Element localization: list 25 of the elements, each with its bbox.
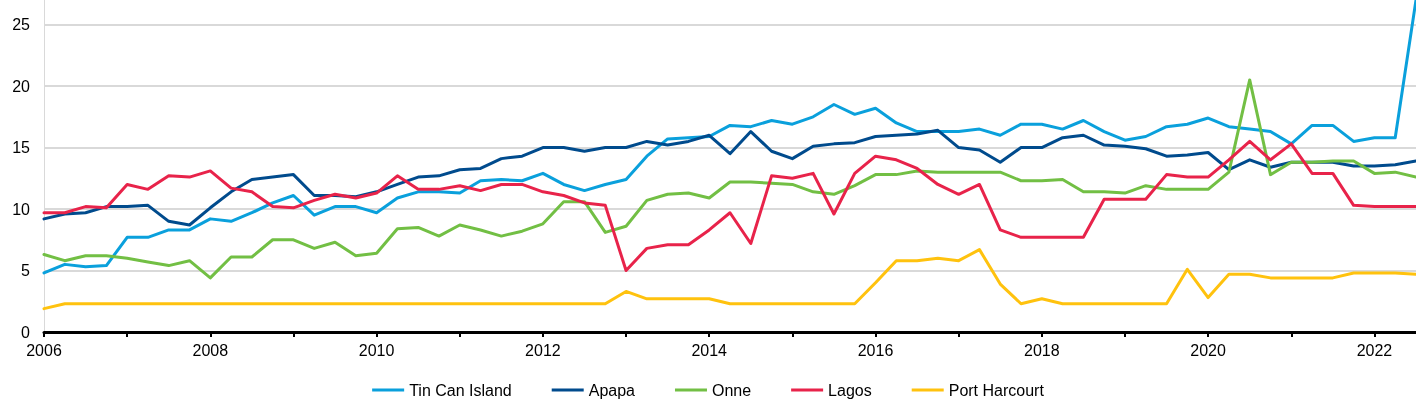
line-series: [42, 139, 1416, 273]
x-tick-label: 2022: [1356, 341, 1393, 359]
line-series: [42, 78, 1416, 280]
y-tick-label: 0: [21, 323, 31, 341]
legend-label: Onne: [711, 381, 752, 399]
y-tick-label: 20: [12, 77, 31, 95]
y-tick-label: 5: [21, 262, 31, 280]
line-series: [42, 128, 1416, 227]
x-tick-label: 2006: [26, 341, 62, 359]
x-tick-label: 2008: [192, 341, 229, 359]
x-tick-label: 2018: [1024, 341, 1060, 359]
x-tick-label: 2016: [857, 341, 894, 359]
line-series: [42, 0, 1416, 275]
y-tick-label: 10: [12, 200, 31, 218]
x-tick-label: 2014: [691, 341, 728, 359]
legend-label: Apapa: [588, 381, 636, 399]
legend-label: Port Harcourt: [948, 381, 1045, 399]
line-series: [42, 248, 1416, 311]
legend-label: Lagos: [828, 381, 872, 399]
y-tick-label: 15: [12, 139, 31, 157]
x-tick-label: 2010: [358, 341, 395, 359]
x-tick-label: 2012: [525, 341, 561, 359]
legend-label: Tin Can Island: [409, 381, 512, 399]
x-tick-label: 2020: [1190, 341, 1227, 359]
y-tick-label: 25: [12, 16, 31, 34]
